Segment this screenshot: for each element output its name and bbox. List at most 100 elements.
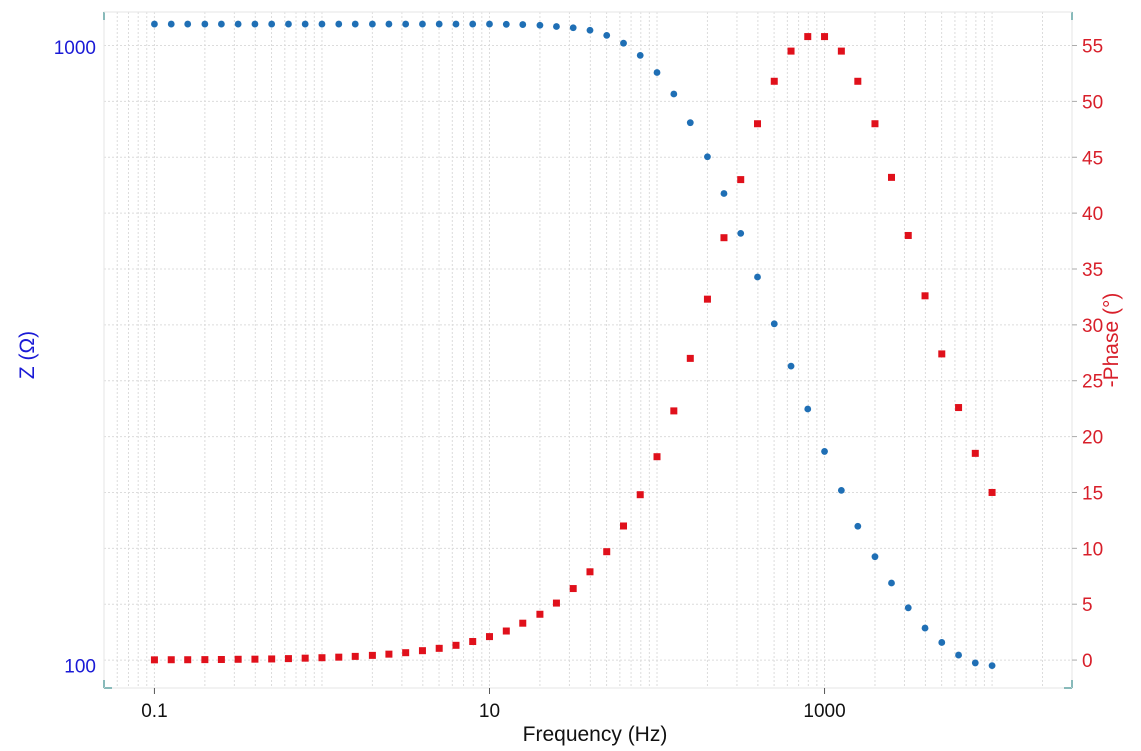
right-tick-label: 25	[1082, 372, 1103, 393]
impedance-point	[469, 20, 477, 28]
impedance-point	[904, 604, 912, 612]
phase-point	[150, 656, 158, 664]
phase-point	[502, 627, 510, 635]
phase-point	[821, 33, 829, 41]
right-tick-label: 35	[1082, 260, 1103, 281]
phase-point	[318, 654, 326, 662]
left-tick-label: 100	[64, 657, 96, 678]
phase-point	[284, 655, 292, 663]
phase-point	[201, 656, 209, 664]
impedance-point	[569, 24, 577, 32]
impedance-point	[285, 20, 292, 28]
impedance-point	[720, 190, 728, 197]
impedance-point	[787, 362, 795, 370]
impedance-point	[804, 405, 812, 413]
phase-point	[770, 77, 778, 85]
phase-point	[251, 655, 259, 663]
phase-point	[184, 656, 192, 664]
phase-point	[234, 655, 242, 663]
impedance-point	[955, 651, 962, 659]
phase-point	[955, 404, 963, 412]
impedance-point	[653, 69, 661, 76]
impedance-point	[754, 273, 761, 281]
phase-point	[921, 292, 929, 300]
phase-point	[737, 176, 745, 184]
right-tick-label: 5	[1082, 595, 1093, 616]
impedance-point	[351, 20, 359, 28]
impedance-point	[704, 153, 711, 161]
impedance-point	[318, 20, 326, 28]
phase-point	[402, 649, 410, 657]
phase-point	[569, 585, 577, 593]
impedance-point	[402, 20, 410, 28]
x-tick-label: 0.1	[141, 701, 167, 722]
right-tick-label: 45	[1082, 148, 1103, 169]
impedance-point	[603, 31, 611, 39]
phase-point	[167, 656, 175, 664]
impedance-point	[821, 448, 828, 455]
phase-point	[670, 407, 678, 415]
left-axis-ticks: 100 1000	[54, 38, 96, 677]
right-tick-label: 0	[1082, 651, 1093, 672]
phase-point	[418, 647, 426, 655]
phase-series	[150, 33, 996, 664]
phase-point	[636, 491, 644, 499]
impedance-point	[871, 553, 879, 561]
phase-point	[971, 449, 979, 457]
impedance-point	[737, 229, 745, 237]
impedance-point	[837, 487, 845, 494]
phase-point	[787, 47, 795, 55]
x-tick-label: 1000	[803, 701, 845, 722]
x-tick-label: 10	[479, 701, 500, 722]
impedance-point	[184, 20, 192, 28]
impedance-point	[419, 20, 426, 28]
phase-point	[586, 568, 594, 576]
impedance-point	[435, 20, 443, 28]
impedance-point	[553, 23, 560, 30]
impedance-point	[620, 39, 627, 47]
phase-point	[536, 610, 544, 618]
phase-point	[301, 654, 309, 662]
right-tick-label: 15	[1082, 483, 1103, 504]
phase-point	[335, 653, 343, 661]
impedance-point	[268, 20, 276, 28]
impedance-point	[519, 21, 527, 28]
impedance-point	[971, 659, 979, 667]
impedance-point	[301, 20, 309, 28]
x-axis-ticks: 0.1 10 1000	[141, 688, 846, 722]
phase-point	[854, 77, 862, 85]
impedance-point	[854, 522, 862, 530]
phase-point	[435, 644, 443, 652]
impedance-point	[385, 20, 393, 28]
phase-point	[268, 655, 276, 663]
impedance-point	[586, 26, 594, 34]
phase-point	[620, 522, 628, 530]
phase-point	[754, 120, 762, 128]
phase-point	[368, 651, 376, 659]
phase-point	[452, 641, 460, 649]
impedance-point	[234, 20, 242, 28]
right-tick-label: 40	[1082, 204, 1103, 225]
right-axis-ticks: 0 5 10 15 20 25 30 35 40 45 50 55	[1072, 37, 1103, 672]
impedance-point	[770, 320, 778, 328]
impedance-series	[151, 20, 996, 670]
right-tick-label: 20	[1082, 428, 1103, 449]
right-tick-label: 50	[1082, 92, 1103, 113]
phase-point	[887, 173, 895, 181]
impedance-point	[502, 20, 510, 28]
right-tick-label: 55	[1082, 37, 1103, 58]
x-axis-label: Frequency (Hz)	[523, 723, 668, 746]
impedance-point	[368, 20, 376, 28]
phase-point	[485, 633, 493, 641]
phase-point	[837, 47, 845, 55]
plot-frame	[103, 11, 1073, 689]
phase-point	[988, 488, 996, 496]
phase-point	[686, 354, 694, 362]
impedance-point	[217, 20, 225, 28]
phase-point	[804, 33, 812, 41]
phase-point	[603, 548, 611, 556]
phase-point	[938, 350, 946, 358]
right-tick-label: 30	[1082, 316, 1103, 337]
impedance-point	[151, 20, 158, 28]
phase-point	[904, 231, 912, 239]
